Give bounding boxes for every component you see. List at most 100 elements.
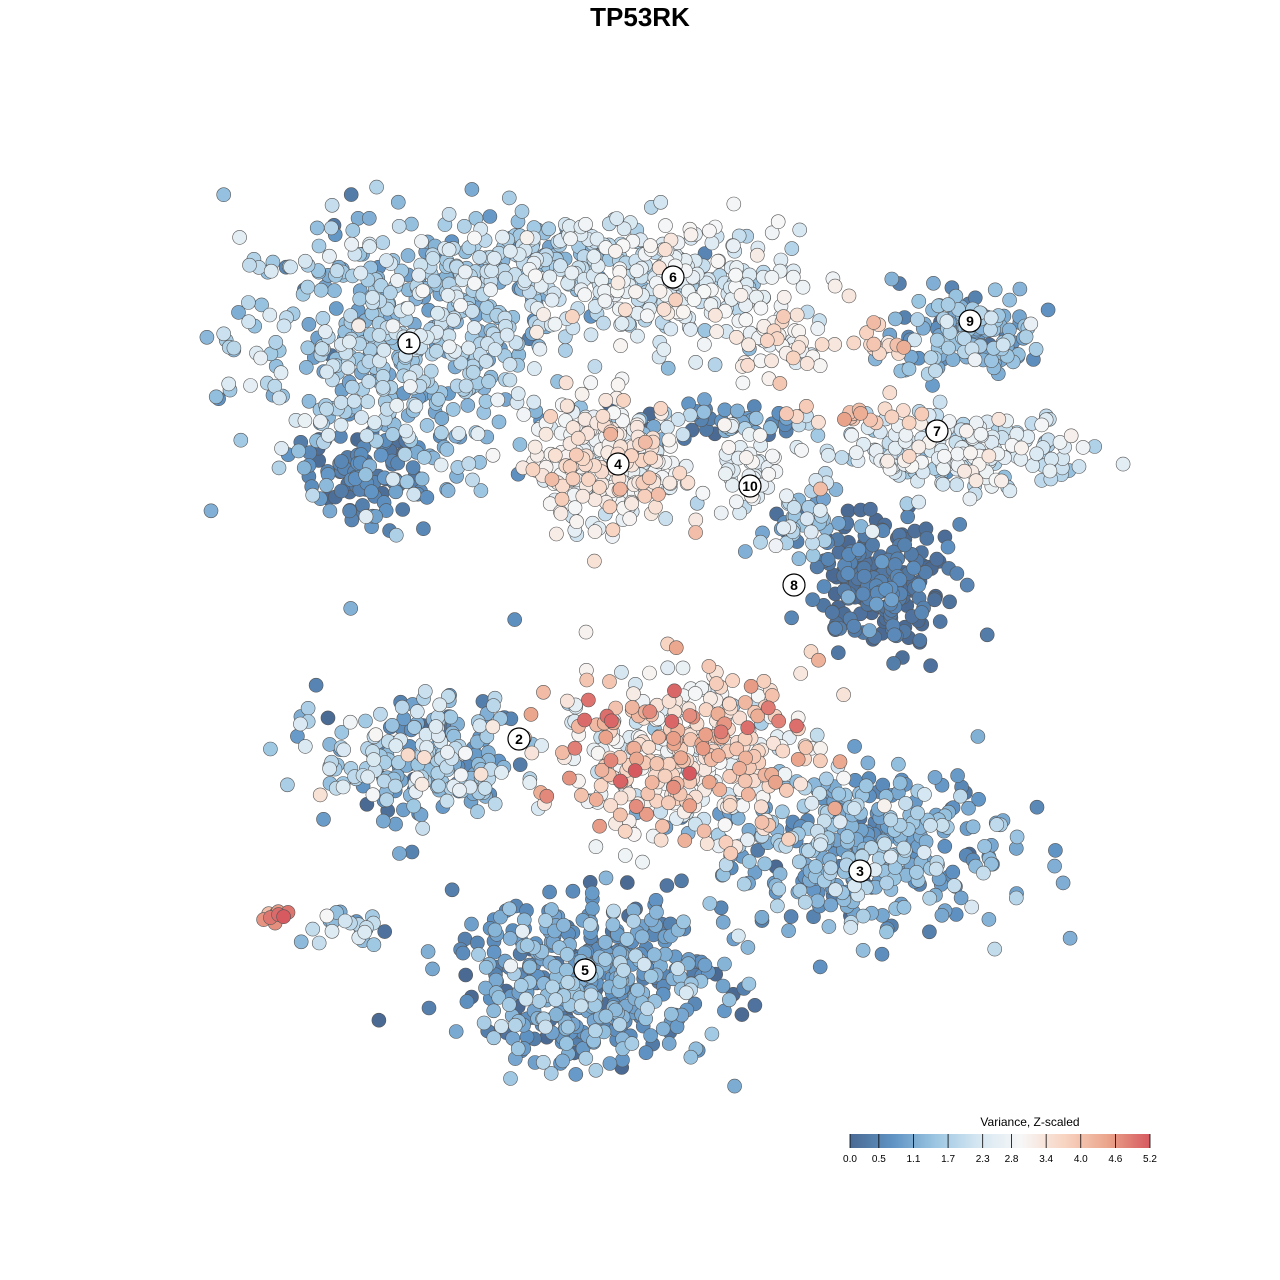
- scatter-point: [613, 338, 628, 354]
- scatter-point: [300, 700, 316, 716]
- scatter-point: [799, 398, 814, 414]
- scatter-point: [697, 337, 712, 352]
- scatter-point: [663, 1006, 679, 1022]
- scatter-point: [613, 773, 628, 789]
- scatter-point: [793, 666, 809, 681]
- scatter-point: [704, 235, 720, 251]
- scatter-point: [519, 938, 535, 953]
- scatter-point: [300, 279, 315, 295]
- scatter-point: [785, 350, 801, 366]
- scatter-point: [741, 854, 757, 869]
- scatter-point: [846, 335, 862, 351]
- scatter-point: [404, 216, 419, 232]
- scatter-point: [587, 524, 603, 539]
- scatter-point: [300, 340, 316, 356]
- scatter-point: [581, 472, 596, 487]
- scatter-point: [781, 923, 796, 939]
- scatter-point: [799, 511, 815, 527]
- scatter-point: [643, 450, 658, 466]
- scatter-point: [770, 898, 785, 914]
- scatter-point: [934, 907, 950, 923]
- scatter-point: [402, 379, 418, 394]
- scatter-point: [737, 695, 753, 710]
- scatter-point: [785, 269, 801, 285]
- scatter-point: [587, 492, 603, 507]
- scatter-point: [603, 753, 619, 768]
- scatter-point: [897, 537, 913, 553]
- scatter-point: [316, 811, 331, 827]
- scatter-point: [587, 1023, 603, 1038]
- scatter-point: [865, 537, 880, 553]
- legend-tick-label: 3.4: [1039, 1154, 1053, 1165]
- scatter-point: [783, 909, 799, 924]
- scatter-point: [429, 343, 444, 359]
- scatter-point: [440, 483, 456, 498]
- scatter-point: [764, 353, 779, 369]
- scatter-point: [971, 791, 986, 807]
- scatter-point: [366, 937, 382, 953]
- scatter-point: [586, 249, 602, 264]
- scatter-point: [574, 386, 590, 402]
- scatter-point: [764, 688, 780, 703]
- scatter-point: [241, 314, 256, 330]
- scatter-point: [614, 316, 630, 331]
- scatter-point: [570, 430, 586, 446]
- scatter-point: [538, 1019, 553, 1035]
- scatter-point: [658, 218, 673, 233]
- scatter-point: [564, 309, 580, 324]
- scatter-point: [528, 268, 543, 284]
- scatter-point: [994, 473, 1009, 489]
- scatter-point: [458, 967, 474, 983]
- scatter-point: [440, 287, 456, 303]
- scatter-point: [733, 287, 749, 303]
- scatter-point: [297, 739, 313, 754]
- scatter-point: [928, 861, 944, 877]
- scatter-point: [404, 844, 420, 860]
- scatter-point: [820, 551, 836, 567]
- scatter-point: [448, 1024, 464, 1039]
- cluster-label-text: 9: [966, 313, 974, 329]
- scatter-point: [750, 843, 766, 858]
- scatter-point: [1047, 858, 1062, 874]
- scatter-point: [283, 259, 298, 275]
- scatter-point: [837, 412, 852, 427]
- scatter-point: [604, 713, 619, 729]
- scatter-point: [916, 845, 932, 860]
- scatter-point: [770, 214, 786, 229]
- scatter-point: [333, 395, 349, 410]
- scatter-point: [485, 447, 501, 463]
- scatter-point: [486, 250, 502, 266]
- scatter-point: [231, 305, 246, 320]
- scatter-point: [812, 502, 828, 518]
- scatter-point: [628, 284, 643, 300]
- scatter-point: [358, 713, 373, 729]
- scatter-point: [950, 446, 965, 462]
- scatter-point: [753, 300, 769, 316]
- cluster-label-text: 7: [933, 423, 941, 439]
- scatter-point: [444, 882, 460, 898]
- scatter-point: [824, 605, 840, 620]
- scatter-point: [312, 787, 328, 803]
- scatter-point: [636, 957, 652, 972]
- scatter-point: [322, 503, 338, 519]
- scatter-point: [297, 253, 313, 269]
- scatter-point: [789, 307, 805, 323]
- scatter-point: [667, 683, 682, 699]
- scatter-point: [419, 418, 435, 433]
- scatter-point: [388, 527, 404, 543]
- scatter-point: [847, 739, 862, 754]
- scatter-point: [821, 919, 837, 934]
- scatter-point: [922, 924, 937, 940]
- scatter-point: [1062, 930, 1078, 946]
- scatter-point: [626, 686, 641, 702]
- scatter-point: [856, 568, 872, 584]
- scatter-point: [354, 410, 369, 425]
- scatter-point: [987, 941, 1003, 957]
- scatter-point: [977, 839, 992, 854]
- scatter-point: [965, 819, 981, 835]
- scatter-point: [311, 935, 327, 951]
- scatter-point: [839, 829, 855, 844]
- scatter-point: [836, 687, 851, 703]
- scatter-point: [927, 592, 942, 608]
- scatter-point: [434, 411, 450, 426]
